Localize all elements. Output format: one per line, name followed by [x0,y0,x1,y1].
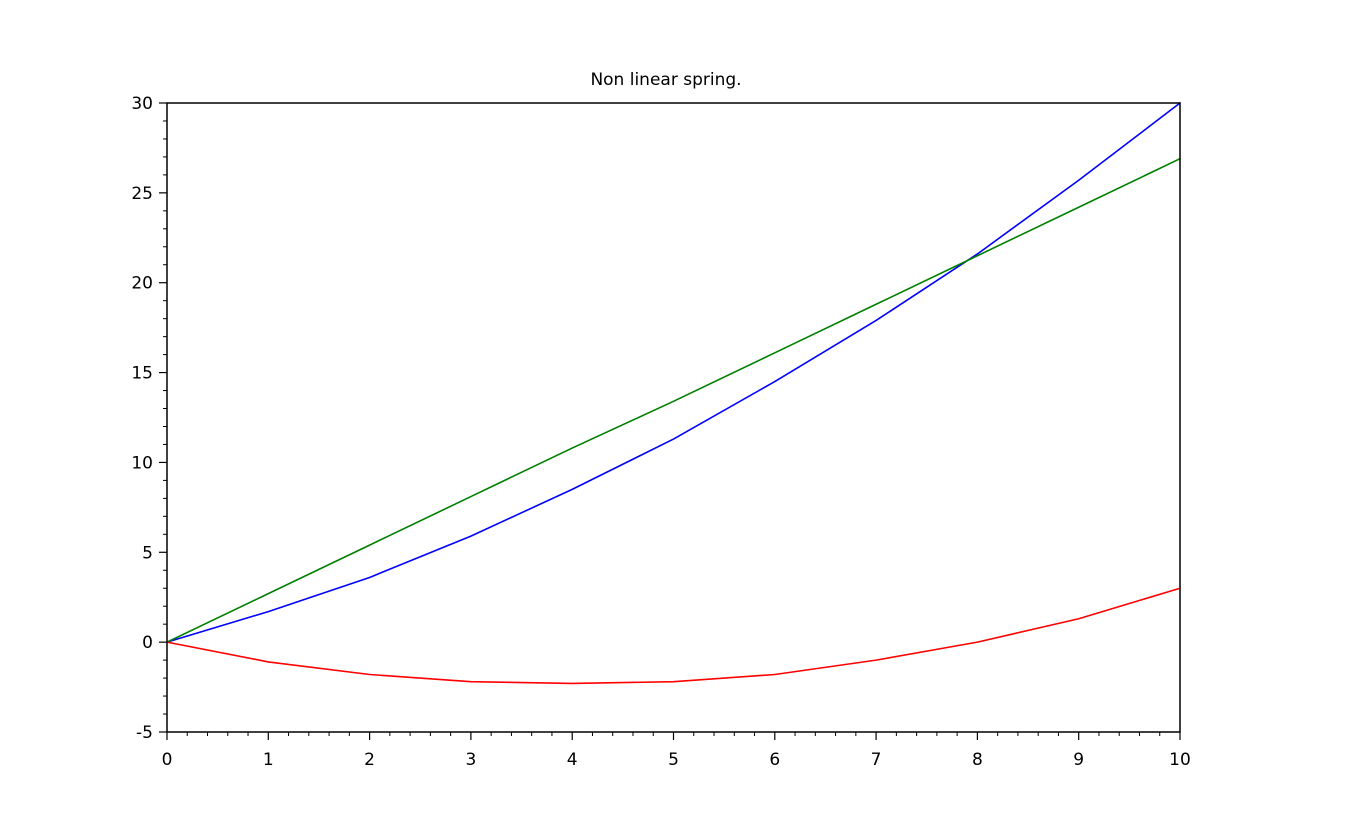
y-tick-label: 20 [131,274,153,294]
series-line-1 [166,102,1181,643]
y-tick-label: 15 [131,364,153,384]
chart-title: Non linear spring. [590,70,741,90]
y-tick-label: 10 [131,453,153,473]
series-line-2 [166,157,1181,643]
y-tick-label: 5 [142,543,153,563]
x-tick-label: 4 [567,750,578,770]
x-tick-label: 7 [871,750,882,770]
x-tick-label: 6 [769,750,780,770]
y-tick-label: 0 [142,633,153,653]
y-tick-label: 30 [131,94,153,114]
x-tick-label: 5 [668,750,679,770]
y-tick-label: 25 [131,184,153,204]
x-tick-label: 1 [263,750,274,770]
plot-frame [166,102,1181,733]
x-tick-label: 8 [972,750,983,770]
series-line-3 [166,587,1181,685]
x-tick-label: 10 [1169,750,1191,770]
x-tick-label: 9 [1073,750,1084,770]
x-tick-label: 0 [162,750,173,770]
x-tick-label: 3 [465,750,476,770]
x-tick-label: 2 [364,750,375,770]
y-tick-label: -5 [136,723,153,743]
